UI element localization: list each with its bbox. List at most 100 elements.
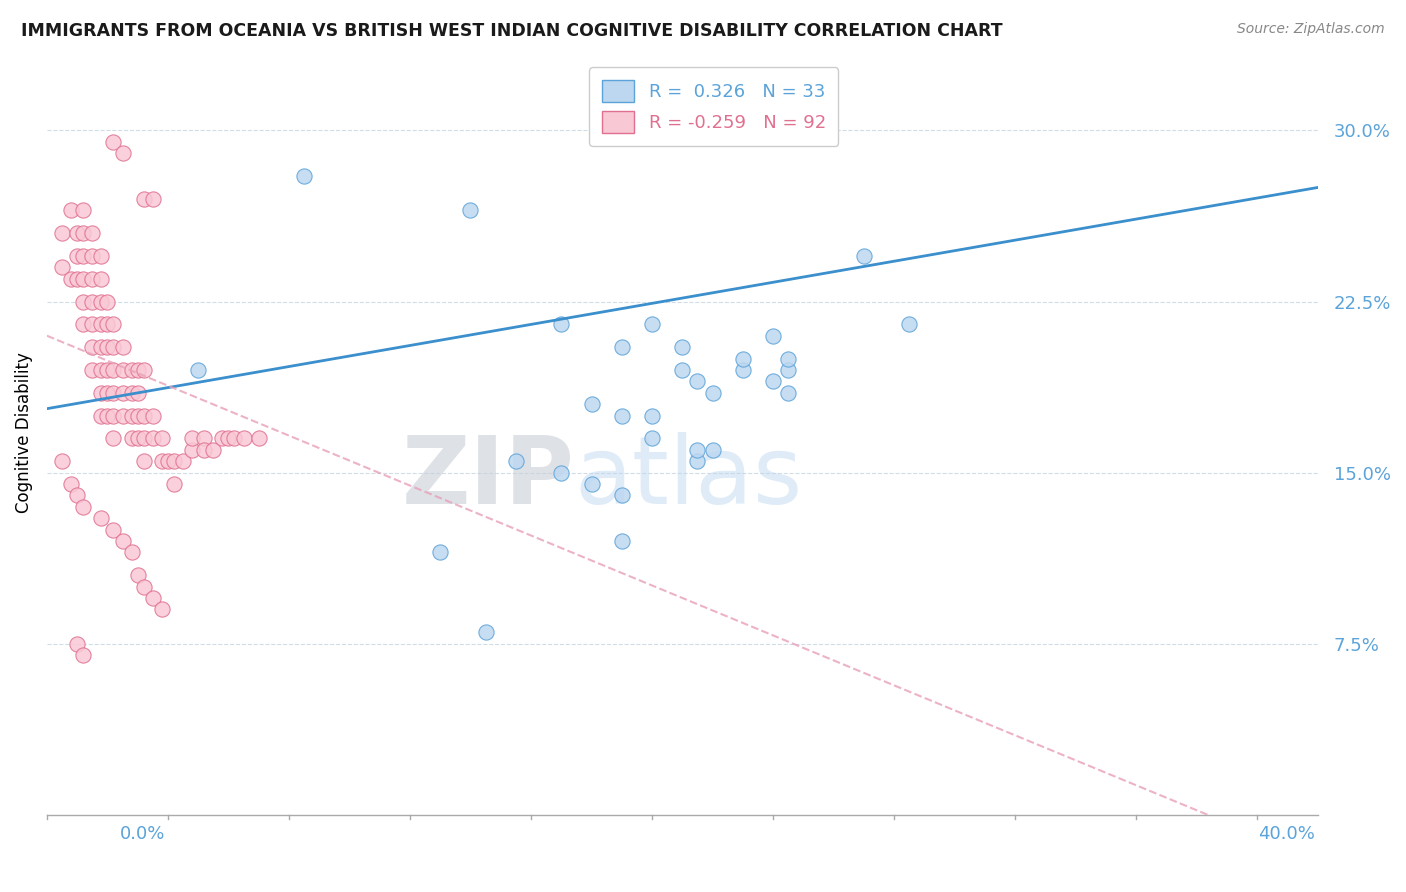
Point — [132, 431, 155, 445]
Point — [96, 363, 118, 377]
Point — [90, 249, 112, 263]
Text: ZIP: ZIP — [401, 433, 574, 524]
Point — [898, 318, 921, 332]
Point — [66, 271, 89, 285]
Point — [72, 226, 94, 240]
Point — [121, 385, 143, 400]
Point — [96, 385, 118, 400]
Point — [121, 545, 143, 559]
Point — [127, 568, 149, 582]
Text: IMMIGRANTS FROM OCEANIA VS BRITISH WEST INDIAN COGNITIVE DISABILITY CORRELATION : IMMIGRANTS FROM OCEANIA VS BRITISH WEST … — [21, 22, 1002, 40]
Point — [103, 135, 125, 149]
Point — [641, 431, 664, 445]
Point — [72, 271, 94, 285]
Point — [66, 226, 89, 240]
Point — [686, 454, 709, 468]
Point — [217, 431, 239, 445]
Point — [90, 271, 112, 285]
Point — [72, 294, 94, 309]
Legend: R =  0.326   N = 33, R = -0.259   N = 92: R = 0.326 N = 33, R = -0.259 N = 92 — [589, 68, 838, 145]
Text: atlas: atlas — [574, 433, 803, 524]
Point — [72, 318, 94, 332]
Point — [731, 351, 754, 366]
Point — [82, 271, 104, 285]
Point — [132, 192, 155, 206]
Text: 0.0%: 0.0% — [120, 825, 165, 843]
Point — [72, 203, 94, 218]
Point — [121, 409, 143, 423]
Point — [132, 409, 155, 423]
Point — [90, 294, 112, 309]
Point — [90, 511, 112, 525]
Point — [82, 226, 104, 240]
Point — [103, 340, 125, 354]
Point — [474, 625, 496, 640]
Point — [150, 602, 173, 616]
Point — [90, 363, 112, 377]
Point — [103, 363, 125, 377]
Point — [103, 409, 125, 423]
Point — [127, 431, 149, 445]
Point — [103, 431, 125, 445]
Point — [103, 385, 125, 400]
Point — [150, 431, 173, 445]
Point — [211, 431, 233, 445]
Point — [505, 454, 527, 468]
Point — [193, 431, 215, 445]
Y-axis label: Cognitive Disability: Cognitive Disability — [15, 352, 32, 513]
Point — [429, 545, 451, 559]
Point — [66, 488, 89, 502]
Point — [172, 454, 194, 468]
Point — [127, 363, 149, 377]
Point — [66, 636, 89, 650]
Point — [121, 363, 143, 377]
Point — [60, 271, 83, 285]
Point — [127, 385, 149, 400]
Point — [686, 374, 709, 388]
Point — [202, 442, 225, 457]
Point — [96, 294, 118, 309]
Point — [51, 226, 73, 240]
Point — [111, 409, 134, 423]
Point — [111, 340, 134, 354]
Point — [193, 442, 215, 457]
Point — [96, 340, 118, 354]
Point — [163, 454, 186, 468]
Point — [181, 442, 204, 457]
Point — [111, 146, 134, 161]
Point — [762, 328, 785, 343]
Point — [103, 318, 125, 332]
Point — [581, 397, 603, 411]
Point — [181, 431, 204, 445]
Point — [72, 500, 94, 514]
Point — [82, 340, 104, 354]
Point — [90, 340, 112, 354]
Point — [641, 318, 664, 332]
Point — [132, 363, 155, 377]
Point — [90, 409, 112, 423]
Point — [72, 648, 94, 662]
Point — [111, 363, 134, 377]
Point — [142, 591, 165, 605]
Point — [72, 249, 94, 263]
Point — [686, 442, 709, 457]
Point — [187, 363, 209, 377]
Point — [778, 363, 800, 377]
Point — [550, 318, 572, 332]
Point — [156, 454, 179, 468]
Point — [671, 340, 693, 354]
Point — [610, 409, 633, 423]
Point — [132, 580, 155, 594]
Point — [121, 431, 143, 445]
Point — [142, 409, 165, 423]
Point — [610, 488, 633, 502]
Point — [762, 374, 785, 388]
Point — [292, 169, 315, 183]
Point — [82, 294, 104, 309]
Point — [96, 409, 118, 423]
Point — [96, 318, 118, 332]
Point — [852, 249, 875, 263]
Point — [581, 477, 603, 491]
Point — [224, 431, 246, 445]
Point — [132, 454, 155, 468]
